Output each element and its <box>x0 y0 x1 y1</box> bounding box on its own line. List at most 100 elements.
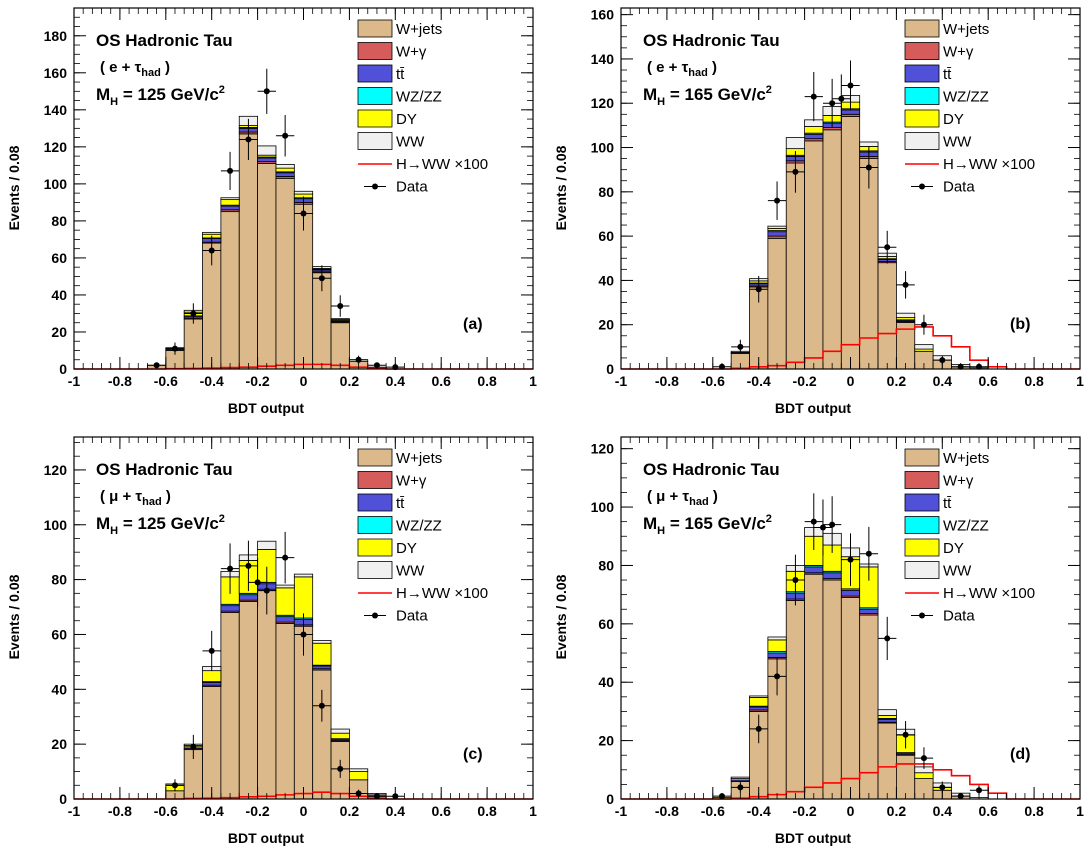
legend-wgamma-swatch <box>357 42 393 60</box>
data-point-4 <box>227 167 234 174</box>
x-axis-title: BDT output <box>228 830 305 846</box>
bar-wjets-9 <box>877 262 897 370</box>
data-point-5 <box>245 136 252 143</box>
legend-wgamma-label: W+γ <box>396 44 427 61</box>
legend-ttbar-swatch <box>357 64 393 83</box>
legend-wzzz-swatch <box>357 516 393 534</box>
bar-wjets-6 <box>275 623 295 800</box>
legend-wjets-swatch <box>357 19 393 38</box>
bar-ttbar-2 <box>202 682 222 686</box>
legend-data-marker <box>919 612 925 619</box>
data-point-3 <box>774 197 781 204</box>
panel-label: (d) <box>1010 746 1030 763</box>
x-tick-label-1: -0.8 <box>655 803 679 819</box>
legend-ww-label: WW <box>396 563 425 580</box>
data-point-12 <box>920 321 927 328</box>
x-tick-label-8: 0.6 <box>978 373 998 389</box>
bar-ttbar-3 <box>767 652 787 658</box>
bar-ww-6 <box>275 584 295 589</box>
legend-signal-label: H→WW ×100 <box>396 585 488 602</box>
data-point-9 <box>318 275 325 282</box>
data-point-4 <box>792 168 799 175</box>
legend-wgamma-swatch <box>904 42 940 60</box>
data-point-2 <box>755 725 762 732</box>
bar-wjets-7 <box>840 116 861 370</box>
bar-ttbar-6 <box>275 616 295 623</box>
y-tick-label-6: 120 <box>591 95 615 111</box>
bar-ttbar-9 <box>877 718 897 723</box>
x-tick-label-1: -0.8 <box>655 373 679 389</box>
legend-data-label: Data <box>943 608 975 625</box>
legend-wzzz-label: WZ/ZZ <box>396 518 442 535</box>
data-point-9 <box>318 702 325 709</box>
x-tick-label-6: 0.2 <box>340 373 360 389</box>
annotation-channel: ( e + τhad ) <box>100 59 170 79</box>
data-point-12 <box>920 755 927 762</box>
legend-dy-label: DY <box>396 540 417 557</box>
data-point-7 <box>282 554 289 561</box>
y-tick-label-1: 20 <box>598 733 614 749</box>
chart-panel-3: -1 -0.8 -0.6 -0.4 -0.2 0 0.2 0.4 0.6 0.8 1 0 20 40 60 8… <box>553 436 1084 846</box>
x-tick-label-9: 0.8 <box>1024 803 1044 819</box>
bar-dy-8 <box>312 642 332 666</box>
legend-signal-label: H→WW ×100 <box>943 156 1035 173</box>
bar-wjets-6 <box>257 163 277 370</box>
annotation-mass: MH = 125 GeV/c2 <box>96 84 225 108</box>
legend-dy-swatch <box>904 109 940 128</box>
bar-ttbar-8 <box>859 608 879 615</box>
bar-ww-10 <box>330 318 350 320</box>
bar-ww-6 <box>257 145 277 156</box>
data-point-1 <box>190 743 197 750</box>
legend-dy-label: DY <box>943 111 964 128</box>
x-tick-label-8: 0.6 <box>978 803 998 819</box>
data-point-8 <box>847 556 854 563</box>
x-axis-title: BDT output <box>775 400 852 416</box>
x-tick-label-6: 0.2 <box>887 803 907 819</box>
data-point-7 <box>829 521 836 528</box>
bar-ww-8 <box>293 190 314 195</box>
y-tick-label-6: 120 <box>44 139 68 155</box>
legend-ttbar-label: tt̄ <box>943 66 952 83</box>
legend-ww-swatch <box>357 561 393 579</box>
x-tick-label-4: -0.2 <box>246 803 270 819</box>
legend-wjets-swatch <box>904 19 940 38</box>
x-tick-label-4: -0.2 <box>246 373 270 389</box>
bar-ww-8 <box>859 141 879 147</box>
legend-wjets-label: W+jets <box>396 450 442 467</box>
data-point-5 <box>810 93 817 100</box>
bar-ww-11 <box>914 344 934 350</box>
data-point-6 <box>263 88 270 95</box>
data-point-15 <box>976 787 983 794</box>
legend-data-marker <box>919 183 925 190</box>
x-tick-label-10: 1 <box>529 373 537 389</box>
y-tick-label-7: 140 <box>591 51 615 67</box>
bar-ww-5 <box>257 540 277 550</box>
legend-wjets-label: W+jets <box>943 450 989 467</box>
x-tick-label-2: -0.6 <box>701 803 725 819</box>
bar-ww-7 <box>275 164 295 169</box>
x-tick-label-7: 0.4 <box>386 803 406 819</box>
x-tick-label-3: -0.4 <box>200 803 224 819</box>
data-point-10 <box>884 244 891 251</box>
bar-ww-10 <box>348 768 369 772</box>
legend-data-marker <box>372 612 378 619</box>
data-point-1 <box>737 784 744 791</box>
data-point-4 <box>792 577 799 584</box>
y-tick-label-1: 20 <box>51 736 67 752</box>
x-tick-label-9: 0.8 <box>477 373 497 389</box>
y-tick-label-3: 60 <box>598 616 614 632</box>
x-tick-label-5: 0 <box>847 803 855 819</box>
bar-ttbar-3 <box>767 231 787 237</box>
data-point-11 <box>902 731 909 738</box>
legend-wzzz-label: WZ/ZZ <box>943 89 989 106</box>
y-tick-label-1: 20 <box>51 324 67 340</box>
data-point-1 <box>737 343 744 350</box>
bar-wjets-8 <box>859 614 879 800</box>
legend-wjets-label: W+jets <box>943 21 989 38</box>
data-point-10 <box>337 765 344 772</box>
y-tick-label-1: 20 <box>598 317 614 333</box>
y-tick-label-5: 100 <box>591 140 615 156</box>
legend-ttbar-swatch <box>904 64 940 83</box>
x-tick-label-7: 0.4 <box>386 373 406 389</box>
